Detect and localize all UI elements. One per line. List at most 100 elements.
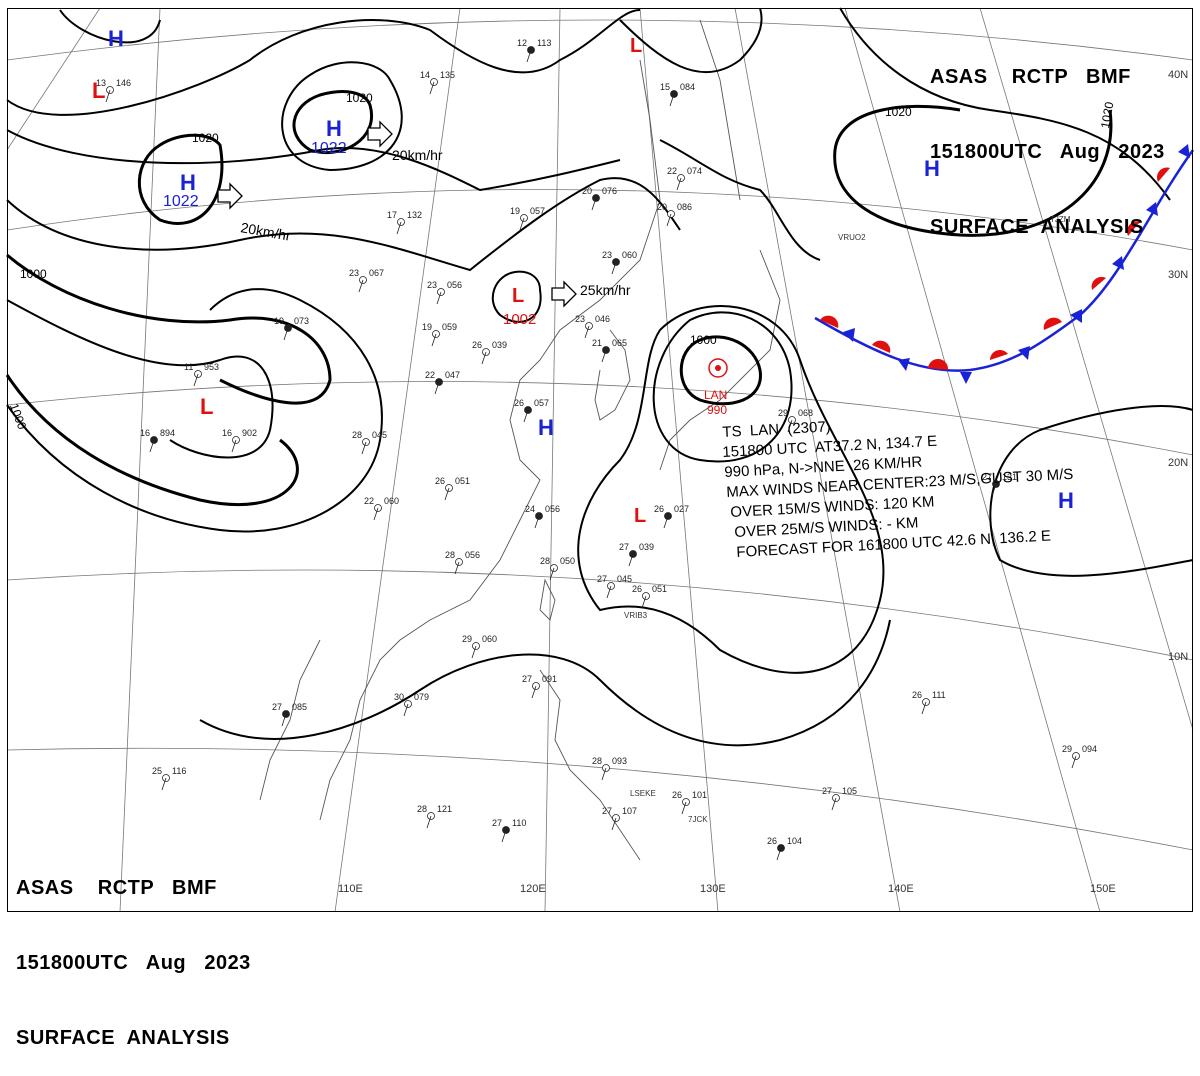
isobar-low-1002 — [491, 270, 542, 323]
station-plot: 26 111 — [912, 690, 946, 715]
station-pressure: 056 — [447, 280, 462, 290]
station-temperature: 22 — [364, 496, 374, 506]
station-pressure: 060 — [622, 250, 637, 260]
station-pressure: 076 — [602, 186, 617, 196]
center-h-5: H — [924, 156, 940, 181]
center-h-3: H — [326, 116, 342, 141]
station-plot: 23 046 — [575, 314, 610, 339]
station-plot: 11 953 — [184, 362, 219, 387]
station-wind-barb — [628, 553, 634, 567]
station-wind-barb — [606, 585, 612, 599]
pressure-centers: H L H 1022 H 1022 L 1002 L H L L H H LAN… — [92, 26, 1074, 527]
station-wind-barb — [431, 333, 437, 347]
station-pressure: 902 — [242, 428, 257, 438]
station-plot: 27 085 — [272, 702, 307, 727]
station-plot: 28 045 — [352, 430, 387, 455]
isobar-typhoon-outer — [577, 305, 885, 674]
station-pressure: 146 — [116, 78, 131, 88]
station-plot: 19 059 — [422, 322, 457, 347]
station-temperature: 19 — [422, 322, 432, 332]
station-id-2: VRUO2 — [838, 233, 866, 242]
longitude-line-120e — [544, 7, 561, 913]
station-pressure: 085 — [292, 702, 307, 712]
isobar-label-1020-a: 1020 — [192, 131, 219, 145]
station-pressure: 056 — [545, 504, 560, 514]
station-wind-barb — [787, 419, 793, 433]
lon-label-120e: 120E — [520, 883, 546, 895]
isobar-north-1 — [59, 9, 161, 44]
station-pressure: 953 — [204, 362, 219, 372]
station-temperature: 16 — [222, 428, 232, 438]
station-wind-barb — [681, 801, 687, 815]
typhoon-symbol — [708, 358, 728, 378]
station-wind-barb — [666, 213, 672, 227]
station-temperature: 26 — [672, 790, 682, 800]
station-plot: 16 894 — [140, 428, 175, 453]
station-plot: 15 084 — [660, 82, 695, 107]
longitude-line-100e — [119, 7, 161, 913]
station-wind-barb — [531, 685, 537, 699]
station-plot: 28 093 — [592, 756, 627, 781]
station-pressure: 057 — [530, 206, 545, 216]
station-temperature: 28 — [445, 550, 455, 560]
taiwan-coast — [539, 578, 556, 621]
station-plot: 26 039 — [472, 340, 507, 365]
footer-line-3: SURFACE ANALYSIS — [16, 1027, 230, 1049]
isobar-west-2 — [6, 299, 274, 459]
station-temperature: 28 — [592, 756, 602, 766]
lon-label-150e: 150E — [1090, 883, 1116, 895]
station-plot: 13 146 — [96, 78, 131, 103]
station-wind-barb — [444, 487, 450, 501]
station-plot: 19 073 — [274, 316, 309, 341]
longitude-line-140e — [734, 7, 901, 913]
weather-map: 12 113 13 146 14 135 15 084 17 132 19 057 20 076 20 086… — [5, 7, 1195, 913]
station-plot: 28 056 — [445, 550, 480, 575]
station-temperature: 19 — [510, 206, 520, 216]
station-wind-barb — [549, 567, 555, 581]
station-wind-barb — [373, 507, 379, 521]
station-temperature: 26 — [472, 340, 482, 350]
china-coast — [319, 59, 661, 821]
station-temperature: 28 — [352, 430, 362, 440]
station-temperature: 24 — [525, 504, 535, 514]
station-pressure: 079 — [414, 692, 429, 702]
isobar-label-1020-c: 1020 — [885, 105, 912, 119]
station-pressure: 067 — [369, 268, 384, 278]
center-h-2: H — [180, 170, 196, 195]
station-temperature: 26 — [654, 504, 664, 514]
station-temperature: 11 — [184, 362, 193, 372]
station-wind-barb — [149, 439, 155, 453]
station-plot: 27 107 — [602, 806, 637, 831]
station-wind-barb — [1071, 755, 1077, 769]
station-wind-barb — [361, 441, 367, 455]
station-temperature: 20 — [657, 202, 667, 212]
station-pressure: 039 — [492, 340, 507, 350]
center-l-2: L — [512, 285, 524, 307]
japan-coast — [659, 249, 781, 471]
station-plot: 26 051 — [435, 476, 470, 501]
isobar-north-2 — [6, 9, 641, 116]
station-wind-barb — [991, 483, 997, 497]
station-pressure: 059 — [442, 322, 457, 332]
station-wind-barb — [921, 701, 927, 715]
station-wind-barb — [436, 291, 442, 305]
station-plot: 28 050 — [540, 556, 575, 581]
station-wind-barb — [601, 349, 607, 363]
center-h-4: H — [538, 415, 554, 440]
station-pressure: 116 — [172, 766, 186, 776]
isobar-high-1022 — [137, 133, 224, 225]
isobar-north-east-2 — [659, 139, 821, 261]
station-wind-barb — [481, 351, 487, 365]
longitude-labels: 110E 120E 130E 140E 150E — [338, 883, 1116, 895]
station-wind-barb — [584, 325, 590, 339]
station-pressure: 107 — [622, 806, 637, 816]
station-pressure: 131 — [1002, 472, 1017, 482]
station-pressure: 135 — [440, 70, 455, 80]
isobar-east-ring — [839, 7, 1171, 201]
station-pressure: 060 — [384, 496, 399, 506]
station-pressure: 121 — [437, 804, 452, 814]
station-wind-barb — [669, 93, 675, 107]
front-warm-symbols — [820, 167, 1170, 370]
station-pressure: 132 — [407, 210, 422, 220]
isobar-label-1020-b: 1020 — [346, 91, 373, 105]
